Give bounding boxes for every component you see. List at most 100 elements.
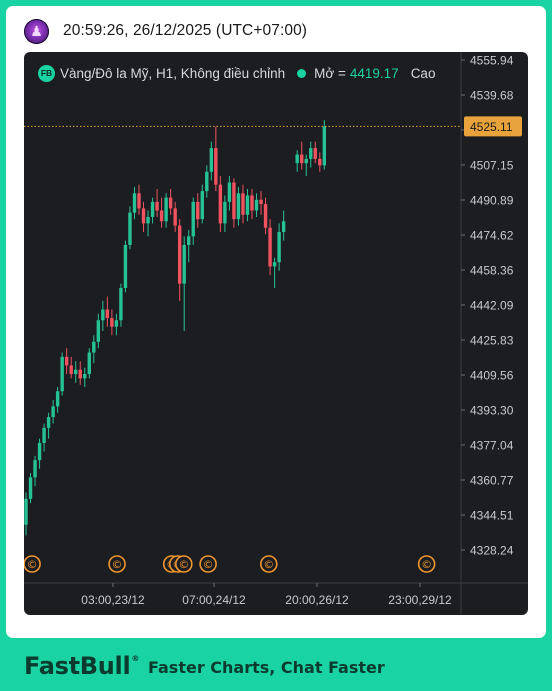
candle-body: [146, 216, 150, 224]
candles-layer: [24, 120, 461, 536]
price-tick-label: 4555.94: [470, 54, 514, 68]
candle-body: [46, 417, 51, 428]
price-tick-label: 4425.83: [470, 333, 514, 347]
time-axis: 03:00,23/12 07:00,24/12 20:00,26/12 23:00,2…: [81, 583, 452, 607]
candle-body: [96, 320, 101, 342]
candle-body: [205, 171, 209, 192]
candle-body: [155, 201, 159, 211]
fb-symbol-icon: FB: [38, 64, 55, 82]
candle-body: [268, 227, 272, 267]
candle-body: [300, 154, 304, 164]
event-marker-icon[interactable]: ©: [24, 555, 41, 573]
candle-body: [164, 197, 168, 222]
candle-body: [227, 182, 232, 202]
candle-body: [250, 195, 254, 211]
event-marker-icon[interactable]: ©: [108, 555, 126, 573]
svg-text:©: ©: [263, 558, 274, 571]
candle-body: [150, 201, 155, 217]
candle-body: [236, 193, 241, 220]
candle-body: [132, 193, 137, 213]
candle-body: [209, 148, 214, 172]
time-tick-label: 03:00,23/12: [81, 593, 145, 607]
price-chart[interactable]: 4555.944539.684523.424507.154490.894474.…: [24, 52, 528, 615]
time-tick-label: 07:00,24/12: [182, 593, 246, 607]
price-tick-label: 4377.04: [470, 438, 514, 452]
candle-body: [245, 195, 250, 215]
candle-body: [241, 193, 245, 215]
candle-body: [37, 442, 42, 461]
market-status-dot: [297, 68, 307, 78]
header: ♟ 20:59:26, 26/12/2025 (UTC+07:00): [24, 18, 307, 44]
open-value: 4419.17: [349, 65, 399, 81]
candle-body: [254, 199, 259, 211]
current-price-tag: [464, 116, 522, 137]
candle-body: [223, 201, 227, 224]
candle-body: [55, 391, 60, 407]
event-marker-icon[interactable]: ©: [199, 555, 217, 573]
candle-body: [277, 232, 281, 263]
tagline: Faster Charts, Chat Faster: [148, 658, 385, 677]
candle-body: [110, 318, 114, 327]
candle-body: [42, 427, 46, 443]
avatar-figure-icon: ♟: [30, 23, 43, 39]
candle-body: [313, 148, 317, 159]
current-price-label: 4525.11: [470, 120, 513, 134]
price-tick-label: 4442.09: [470, 299, 514, 313]
candle-body: [322, 126, 327, 166]
candle-body: [304, 158, 308, 164]
event-markers: ©©©©©©©©: [24, 555, 436, 573]
candle-body: [33, 460, 37, 478]
candle-body: [187, 236, 191, 245]
price-tick-label: 4409.56: [470, 369, 514, 383]
candle-body: [272, 262, 277, 267]
high-label: Cao: [410, 65, 436, 81]
candle-body: [69, 365, 73, 375]
candle-body: [128, 212, 132, 245]
price-tick-label: 4393.30: [470, 403, 514, 417]
candle-body: [263, 204, 268, 228]
footer: FastBull® Faster Charts, Chat Faster: [0, 638, 552, 691]
candle-body: [259, 199, 263, 205]
candle-body: [182, 244, 186, 284]
price-tick-label: 4474.62: [470, 228, 514, 242]
avatar: ♟: [24, 18, 49, 44]
candle-body: [74, 369, 78, 375]
candle-body: [141, 208, 146, 224]
candle-body: [309, 148, 313, 159]
fastbull-logo: FastBull®: [24, 652, 140, 680]
candle-body: [191, 201, 195, 237]
event-marker-icon[interactable]: ©: [417, 555, 436, 573]
candle-body: [60, 356, 64, 392]
candle-body: [78, 369, 82, 379]
candle-body: [137, 193, 141, 209]
chart-canvas[interactable]: 4555.944539.684523.424507.154490.894474.…: [24, 52, 528, 615]
candle-body: [24, 498, 28, 525]
price-tick-label: 4360.77: [470, 473, 514, 487]
svg-text:©: ©: [27, 558, 38, 571]
candle-body: [281, 221, 286, 233]
candle-body: [177, 225, 182, 284]
svg-text:©: ©: [178, 558, 189, 571]
price-tick-label: 4539.68: [470, 88, 514, 102]
chart-legend: FB Vàng/Đô la Mỹ, H1, Không điều chỉnh M…: [38, 64, 436, 82]
candle-body: [114, 320, 119, 327]
candle-body: [295, 154, 299, 164]
price-tick-label: 4458.36: [470, 263, 514, 277]
price-tick-label: 4507.15: [470, 158, 514, 172]
candle-body: [83, 374, 87, 379]
event-marker-icon[interactable]: ©: [175, 555, 193, 573]
candle-body: [101, 309, 105, 321]
candle-body: [168, 197, 173, 209]
event-marker-icon[interactable]: ©: [260, 555, 278, 573]
svg-text:©: ©: [421, 558, 432, 571]
price-tick-label: 4344.51: [470, 508, 514, 522]
candle-body: [218, 184, 223, 224]
candle-body: [92, 341, 96, 353]
candle-body: [64, 356, 69, 366]
candle-body: [119, 287, 123, 321]
svg-text:©: ©: [203, 558, 214, 571]
candle-body: [87, 352, 91, 375]
symbol-label[interactable]: Vàng/Đô la Mỹ, H1, Không điều chỉnh: [60, 65, 286, 81]
candle-body: [214, 148, 218, 185]
svg-text:©: ©: [112, 558, 123, 571]
